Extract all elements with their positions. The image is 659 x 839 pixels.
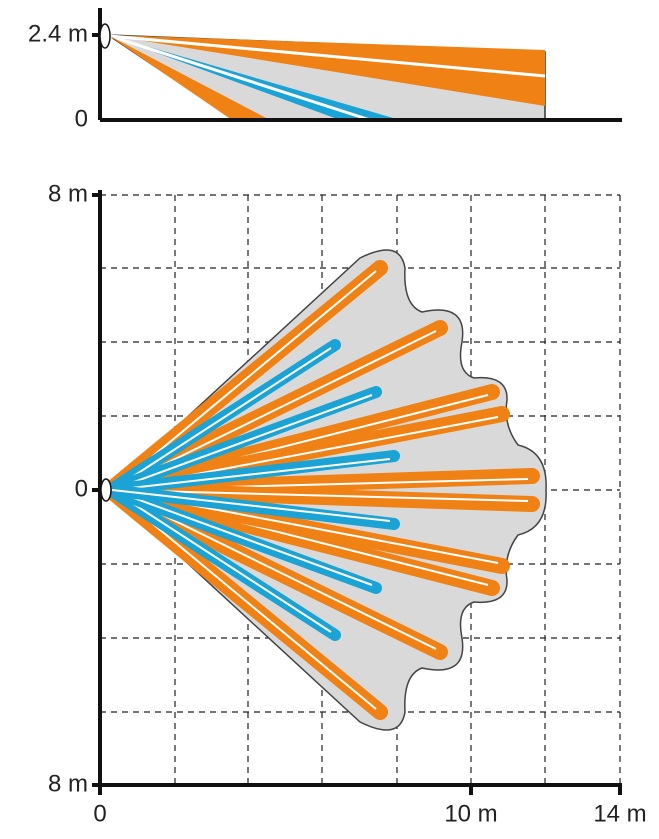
x-label: 10 m xyxy=(444,800,497,827)
x-label: 0 xyxy=(93,800,106,827)
y-label: 0 xyxy=(75,105,88,132)
y-label: 2.4 m xyxy=(28,20,88,47)
side-beam-line xyxy=(109,34,371,122)
y-label: 8 m xyxy=(48,770,88,797)
beam-line xyxy=(111,489,332,633)
beam-line xyxy=(111,489,373,586)
side-beam-near xyxy=(108,35,270,120)
sensor xyxy=(99,23,111,49)
side-view: 2.4 m 0 xyxy=(28,8,622,132)
beam-line xyxy=(111,394,373,491)
side-beam-far xyxy=(108,35,545,106)
beam-line xyxy=(111,458,391,491)
side-beam-line xyxy=(109,34,546,78)
side-beam-mid xyxy=(108,35,400,120)
top-view xyxy=(92,190,622,795)
y-label: 0 xyxy=(75,475,88,502)
sensor xyxy=(100,478,112,502)
y-label: 8 m xyxy=(48,180,88,207)
beam-line xyxy=(111,489,391,522)
beam-line xyxy=(111,347,332,491)
beam-line xyxy=(111,489,529,502)
x-label: 14 m xyxy=(593,800,646,827)
